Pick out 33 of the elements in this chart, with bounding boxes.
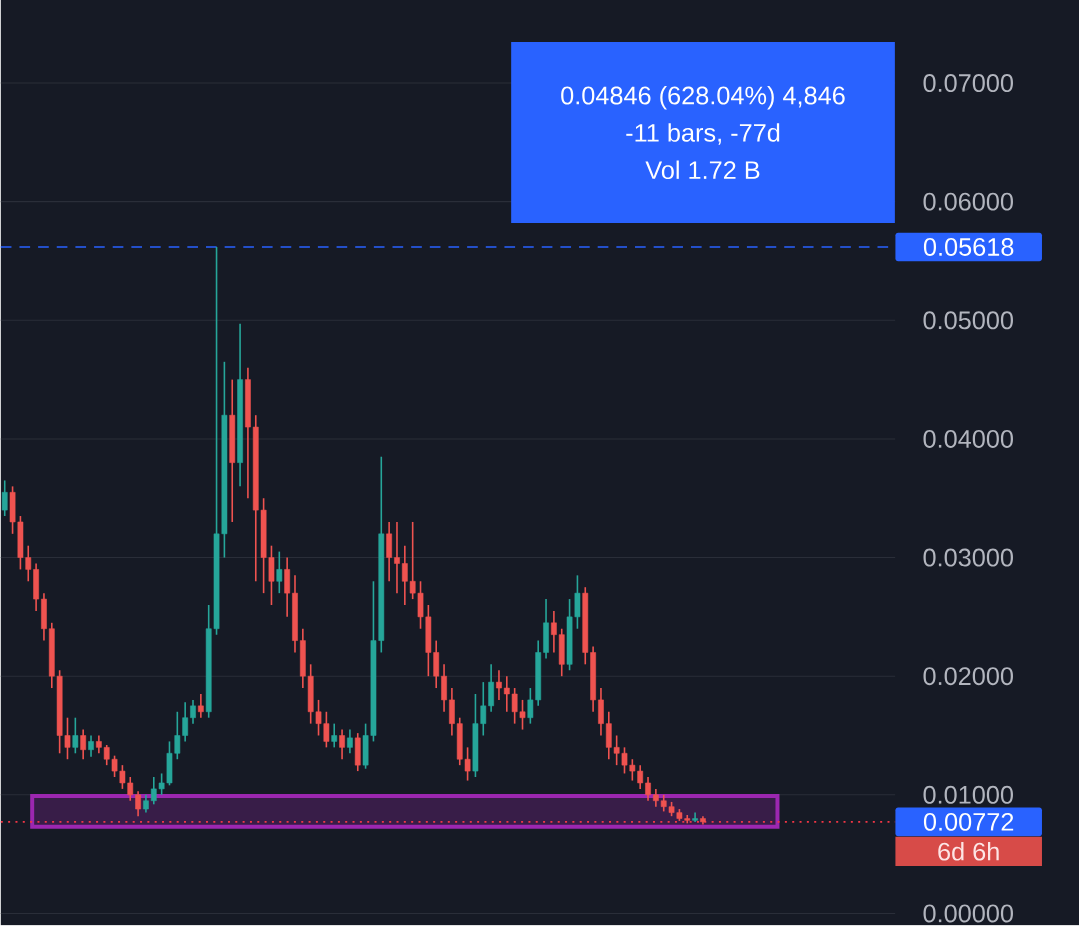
y-tick-label: 0.03000: [923, 548, 1013, 567]
candlestick: [598, 687, 604, 737]
y-tick-label: 0.02000: [923, 667, 1013, 686]
candlestick: [331, 722, 338, 749]
candlestick: [496, 669, 502, 701]
y-tick-label: 0.01000: [923, 785, 1013, 804]
candlestick: [135, 790, 141, 818]
candlestick: [645, 776, 651, 802]
candlestick: [276, 550, 283, 595]
candlestick: [72, 716, 79, 755]
annotation: Vol 1.72 B: [645, 160, 760, 180]
y-tick-label: 0.04000: [923, 430, 1013, 448]
candlestick: [449, 687, 455, 737]
candlestick: [394, 521, 400, 595]
y-tick-label: 0.07000: [923, 74, 1013, 93]
annotation: 0.04846 (628.04%) 4,846: [561, 85, 845, 110]
y-tick-label: 0.06000: [923, 192, 1013, 211]
ref-line-label: 0.00772: [923, 812, 1014, 831]
candlestick: [190, 699, 196, 725]
candlestick: [1, 479, 8, 517]
ref-line-label: 0.05618: [923, 238, 1014, 257]
candlestick: [80, 728, 87, 761]
annotation: -11 bars, -77d: [626, 123, 780, 145]
candlestick: [197, 693, 204, 719]
candlestick: [386, 521, 392, 583]
y-tick-label: 0.05000: [923, 311, 1013, 330]
text: 6d 6h: [938, 842, 999, 861]
candlestick: [284, 556, 291, 618]
y-tick-label: 0.00000: [923, 904, 1013, 923]
candlestick: [339, 728, 345, 761]
candlestick: [88, 734, 94, 758]
candlestick: [347, 728, 353, 755]
candlestick: [441, 663, 447, 713]
